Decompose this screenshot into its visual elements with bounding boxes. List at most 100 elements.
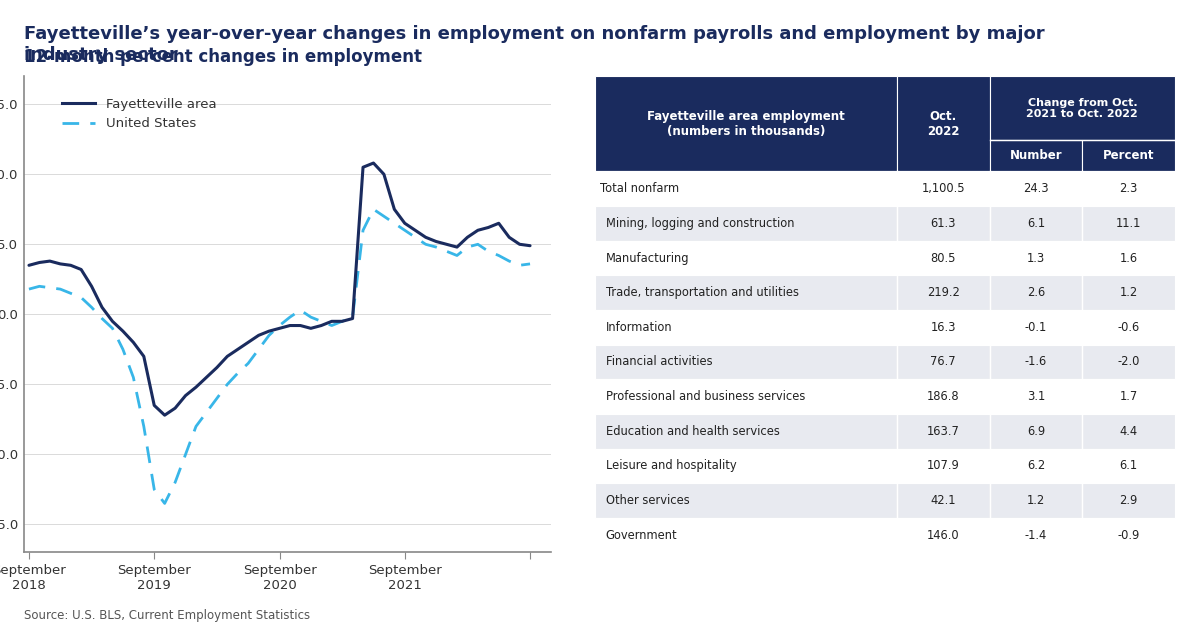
Text: 80.5: 80.5 [931, 251, 956, 265]
Bar [896, 345, 990, 379]
Bar [896, 276, 990, 310]
Bar [1083, 241, 1175, 276]
Text: Trade, transportation and utilities: Trade, transportation and utilities [605, 286, 799, 299]
Text: Education and health services: Education and health services [605, 425, 780, 438]
Text: 1,100.5: 1,100.5 [921, 182, 965, 196]
Bar [990, 345, 1083, 379]
Bar [595, 414, 896, 448]
Text: 6.2: 6.2 [1027, 459, 1045, 472]
Text: Information: Information [605, 321, 672, 334]
Text: 6.1: 6.1 [1027, 217, 1045, 230]
Text: 16.3: 16.3 [931, 321, 956, 334]
Text: Total nonfarm: Total nonfarm [599, 182, 679, 196]
Text: 24.3: 24.3 [1023, 182, 1049, 196]
Text: Mining, logging and construction: Mining, logging and construction [605, 217, 794, 230]
Bar [595, 171, 896, 206]
Bar [595, 345, 896, 379]
Bar [990, 276, 1083, 310]
Bar [1083, 206, 1175, 241]
Text: Source: U.S. BLS, Current Employment Statistics: Source: U.S. BLS, Current Employment Sta… [24, 610, 310, 622]
Bar [595, 241, 896, 276]
Text: Manufacturing: Manufacturing [605, 251, 690, 265]
Bar [1083, 345, 1175, 379]
Bar [990, 310, 1083, 345]
Bar [595, 76, 896, 171]
Bar [595, 310, 896, 345]
Bar [990, 241, 1083, 276]
Bar [896, 414, 990, 448]
Bar [896, 448, 990, 483]
Bar [896, 379, 990, 414]
Text: 2.9: 2.9 [1119, 494, 1138, 507]
Text: 42.1: 42.1 [931, 494, 956, 507]
Text: 12-month percent changes in employment: 12-month percent changes in employment [24, 48, 421, 66]
Text: -1.6: -1.6 [1024, 356, 1047, 368]
Bar [896, 206, 990, 241]
Bar [990, 448, 1083, 483]
Text: 1.3: 1.3 [1027, 251, 1045, 265]
Text: -2.0: -2.0 [1117, 356, 1140, 368]
Text: 4.4: 4.4 [1119, 425, 1138, 438]
Text: -0.6: -0.6 [1118, 321, 1140, 334]
Text: -0.1: -0.1 [1024, 321, 1047, 334]
Bar [1083, 414, 1175, 448]
Text: 6.9: 6.9 [1027, 425, 1045, 438]
Text: -1.4: -1.4 [1024, 528, 1047, 542]
Bar [896, 171, 990, 206]
Bar [595, 379, 896, 414]
Bar [595, 448, 896, 483]
Text: 1.2: 1.2 [1119, 286, 1138, 299]
Text: -0.9: -0.9 [1118, 528, 1140, 542]
Text: Percent: Percent [1103, 149, 1155, 163]
Text: 186.8: 186.8 [927, 390, 959, 403]
Text: Oct.
2022: Oct. 2022 [927, 110, 959, 138]
Bar [896, 241, 990, 276]
Bar [1083, 483, 1175, 518]
Bar [990, 206, 1083, 241]
Bar [990, 414, 1083, 448]
Text: 163.7: 163.7 [927, 425, 959, 438]
Bar [1083, 448, 1175, 483]
Bar [1083, 171, 1175, 206]
Text: 2.6: 2.6 [1027, 286, 1045, 299]
Text: 76.7: 76.7 [931, 356, 956, 368]
Text: 146.0: 146.0 [927, 528, 959, 542]
Text: Government: Government [605, 528, 678, 542]
Bar [595, 518, 896, 552]
Text: 61.3: 61.3 [931, 217, 956, 230]
Text: Leisure and hospitality: Leisure and hospitality [605, 459, 736, 472]
Text: Number: Number [1010, 149, 1062, 163]
Bar [990, 140, 1083, 171]
Bar [990, 518, 1083, 552]
Text: Financial activities: Financial activities [605, 356, 712, 368]
Bar [1083, 140, 1175, 171]
Bar [896, 76, 990, 171]
Bar [896, 483, 990, 518]
Bar [1083, 379, 1175, 414]
Text: 11.1: 11.1 [1116, 217, 1142, 230]
Text: Fayetteville’s year-over-year changes in employment on nonfarm payrolls and empl: Fayetteville’s year-over-year changes in… [24, 25, 1045, 64]
Text: 1.7: 1.7 [1119, 390, 1138, 403]
Bar [990, 379, 1083, 414]
Bar [990, 171, 1083, 206]
Text: 1.2: 1.2 [1027, 494, 1045, 507]
Bar [595, 483, 896, 518]
Bar [595, 206, 896, 241]
Text: 2.3: 2.3 [1119, 182, 1138, 196]
Bar [990, 483, 1083, 518]
Text: 6.1: 6.1 [1119, 459, 1138, 472]
Text: 3.1: 3.1 [1027, 390, 1045, 403]
Text: 219.2: 219.2 [927, 286, 959, 299]
Text: Professional and business services: Professional and business services [605, 390, 805, 403]
Bar [896, 518, 990, 552]
Bar [1083, 276, 1175, 310]
Bar [1083, 310, 1175, 345]
Text: Fayetteville area employment
(numbers in thousands): Fayetteville area employment (numbers in… [647, 110, 845, 138]
Text: 107.9: 107.9 [927, 459, 959, 472]
Text: Other services: Other services [605, 494, 690, 507]
Text: Change from Oct.
2021 to Oct. 2022: Change from Oct. 2021 to Oct. 2022 [1027, 98, 1138, 119]
Text: 1.6: 1.6 [1119, 251, 1138, 265]
Bar [990, 76, 1175, 140]
Bar [595, 276, 896, 310]
Bar [1083, 518, 1175, 552]
